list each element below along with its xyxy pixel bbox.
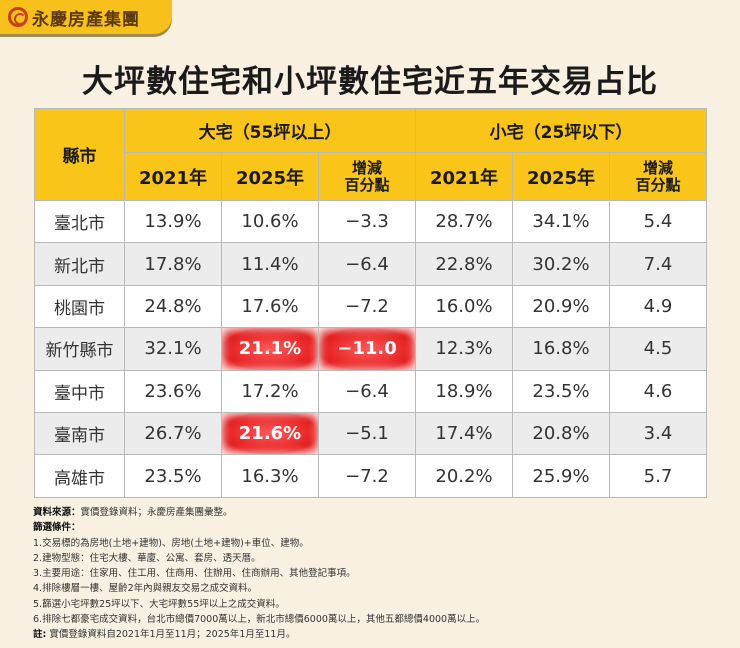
value-cell: 23.5% [124, 454, 222, 498]
table-row: 新竹縣市 32.1% 21.1% −11.0 12.3% 16.8% 4.5 [34, 327, 707, 371]
column-header: 增減 百分點 [609, 152, 707, 201]
value-cell: 17.8% [124, 242, 222, 286]
value-cell: 11.4% [221, 242, 319, 286]
value-cell: 20.8% [512, 411, 610, 456]
value-cell: 10.6% [221, 199, 319, 244]
group-header-large: 大宅（55坪以上） [124, 108, 416, 153]
value-cell: 32.1% [124, 327, 222, 371]
value-cell: 16.3% [221, 454, 319, 498]
value-cell: 5.4 [609, 199, 707, 244]
filter-item: 4.排除樓層一樓、屋齡2年內與親友交易之成交資料。 [33, 583, 258, 595]
page-title: 大坪數住宅和小坪數住宅近五年交易占比 [0, 56, 740, 101]
value-cell: 20.9% [512, 284, 610, 329]
highlighted-cell: 21.6% [221, 411, 319, 456]
brand-logo-icon [8, 7, 28, 27]
table-row: 新北市 17.8% 11.4% −6.4 22.8% 30.2% 7.4 [34, 242, 707, 286]
value-cell: 16.0% [415, 284, 513, 329]
value-cell: 4.5 [609, 327, 707, 371]
value-cell: 16.8% [512, 327, 610, 371]
note-text: 實價登錄資料自2021年1月至11月；2025年1月至11月。 [46, 629, 296, 641]
highlighted-cell: −11.0 [318, 327, 416, 371]
value-cell: 4.6 [609, 369, 707, 413]
filter-label: 篩選條件： [33, 522, 81, 534]
data-table: 縣市 大宅（55坪以上） 小宅（25坪以下） 2021年 2025年 增減 百分點 2… [34, 108, 707, 498]
brand-name: 永慶房產集團 [32, 9, 140, 30]
footnotes: 資料來源：實價登錄資料；永慶房產集團彙整。 篩選條件： 1.交易標的為房地(土地… [33, 505, 485, 643]
value-cell: 5.7 [609, 454, 707, 498]
value-cell: 17.4% [415, 411, 513, 456]
table-row: 臺南市 26.7% 21.6% −5.1 17.4% 20.8% 3.4 [34, 411, 707, 456]
value-cell: 12.3% [415, 327, 513, 371]
table-row: 臺北市 13.9% 10.6% −3.3 28.7% 34.1% 5.4 [34, 199, 707, 244]
value-cell: −6.4 [318, 242, 416, 286]
filter-item: 2.建物型態：住宅大樓、華廈、公寓、套房、透天厝。 [33, 552, 261, 564]
highlighted-cell: 21.1% [221, 327, 319, 371]
source-label: 資料來源： [33, 507, 81, 518]
column-header: 2021年 [415, 152, 513, 201]
note-label: 註: [33, 629, 47, 641]
city-cell: 桃園市 [34, 284, 125, 329]
filter-item: 1.交易標的為房地(土地+建物)、房地(土地+建物)+車位、建物。 [33, 537, 309, 549]
value-cell: 3.4 [609, 411, 707, 456]
city-cell: 臺北市 [34, 199, 125, 244]
value-cell: 24.8% [124, 284, 222, 329]
value-cell: −7.2 [318, 454, 416, 498]
value-cell: 22.8% [415, 242, 513, 286]
value-cell: 23.6% [124, 369, 222, 413]
title-highlight: 近五年交易占比 [434, 64, 658, 100]
value-cell: 20.2% [415, 454, 513, 498]
brand-logo: 永慶房產集團 [0, 0, 172, 34]
value-cell: 4.9 [609, 284, 707, 329]
title-normal: 大坪數住宅和小坪數住宅 [82, 64, 434, 100]
value-cell: −6.4 [318, 369, 416, 413]
value-cell: −7.2 [318, 284, 416, 329]
value-cell: 30.2% [512, 242, 610, 286]
city-cell: 臺南市 [34, 411, 125, 456]
value-cell: 17.6% [221, 284, 319, 329]
group-header-small: 小宅（25坪以下） [415, 108, 707, 153]
filter-item: 3.主要用途：住家用、住工用、住商用、住辦用、住商辦用、其他登記事項。 [33, 568, 356, 580]
value-cell: 17.2% [221, 369, 319, 413]
value-cell: 23.5% [512, 369, 610, 413]
table-row: 高雄市 23.5% 16.3% −7.2 20.2% 25.9% 5.7 [34, 454, 707, 498]
source-text: 實價登錄資料；永慶房產集團彙整。 [80, 507, 233, 518]
value-cell: −3.3 [318, 199, 416, 244]
value-cell: 26.7% [124, 411, 222, 456]
column-header: 2025年 [221, 152, 319, 201]
filter-item: 6.排除七都豪宅成交資料，台北市總價7000萬以上，新北市總價6000萬以上，其… [33, 614, 486, 626]
value-cell: 34.1% [512, 199, 610, 244]
city-cell: 新竹縣市 [34, 327, 125, 371]
column-header: 2021年 [124, 152, 222, 201]
value-cell: 18.9% [415, 369, 513, 413]
value-cell: 28.7% [415, 199, 513, 244]
value-cell: 7.4 [609, 242, 707, 286]
column-header: 增減 百分點 [318, 152, 416, 201]
city-cell: 高雄市 [34, 454, 125, 498]
table-row: 桃園市 24.8% 17.6% −7.2 16.0% 20.9% 4.9 [34, 284, 707, 329]
value-cell: −5.1 [318, 411, 416, 456]
column-header: 2025年 [512, 152, 610, 201]
city-header: 縣市 [34, 108, 125, 201]
filter-item: 5.篩選小宅坪數25坪以下、大宅坪數55坪以上之成交資料。 [33, 598, 285, 610]
table-row: 臺中市 23.6% 17.2% −6.4 18.9% 23.5% 4.6 [34, 369, 707, 413]
city-cell: 新北市 [34, 242, 125, 286]
value-cell: 13.9% [124, 199, 222, 244]
value-cell: 25.9% [512, 454, 610, 498]
city-cell: 臺中市 [34, 369, 125, 413]
